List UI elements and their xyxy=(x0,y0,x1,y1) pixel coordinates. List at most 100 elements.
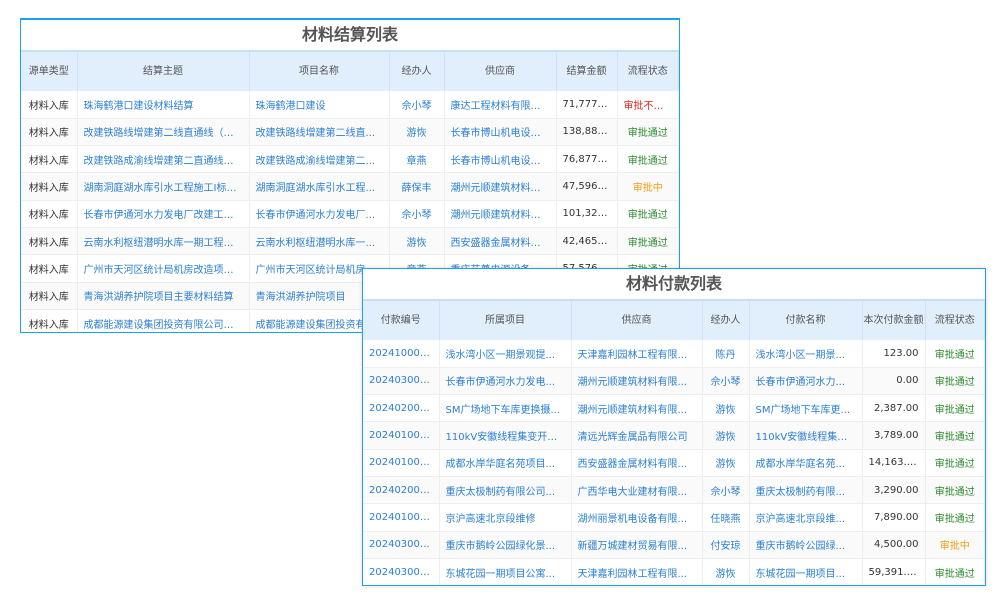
table-cell[interactable]: 重庆太极制药有限公司... xyxy=(439,476,572,505)
table-cell[interactable]: 游恢 xyxy=(389,118,445,147)
table-cell[interactable]: 湖南洞庭湖水库引水工程施工Ⅰ标材... xyxy=(77,172,250,201)
table-cell[interactable]: 成都水岸华庭名苑... xyxy=(749,449,863,477)
table-cell[interactable]: 长春市博山机电设备... xyxy=(444,118,557,147)
table-cell[interactable]: 陈丹 xyxy=(702,340,750,368)
table-cell[interactable]: 改建铁路线增建第二线直... xyxy=(249,118,390,147)
column-header[interactable]: 流程状态 xyxy=(925,301,985,340)
table-cell[interactable]: 潮州元顺建筑材料有... xyxy=(444,172,557,201)
column-header[interactable]: 经办人 xyxy=(702,301,750,340)
table-cell[interactable]: 佘小琴 xyxy=(702,367,750,396)
table-cell[interactable]: 新疆万城建材贸易有限... xyxy=(571,531,703,559)
table-cell[interactable]: 清远光辉金属品有限公司 xyxy=(571,421,703,450)
table-cell[interactable]: 110kV安徽线程集变开断... xyxy=(439,421,572,450)
table-cell[interactable]: 天津嘉利园林工程有限... xyxy=(571,340,703,368)
table-row[interactable]: 材料入库 长春市伊通河水力发电厂改建工程... 长春市伊通河水力发电厂... 佘小琴潮… xyxy=(21,200,679,228)
table-cell[interactable]: 长春市伊通河水力... xyxy=(749,367,863,396)
column-header[interactable]: 供应商 xyxy=(571,301,703,340)
table-cell[interactable]: 珠海鹤港口建设材料结算 xyxy=(77,91,250,119)
table-cell[interactable]: 云南水利枢纽潜明水库一... xyxy=(249,227,390,256)
table-row[interactable]: 材料入库 云南水利枢纽潜明水库一期工程施... 云南水利枢纽潜明水库一... 游恢 西安… xyxy=(21,227,679,256)
table-cell[interactable]: 广州市天河区统计局机房改造项目... xyxy=(77,254,250,283)
table-cell[interactable]: 2024030005 xyxy=(363,531,440,559)
table-cell[interactable]: 2024010009 xyxy=(363,449,440,477)
column-header[interactable]: 付款编号 xyxy=(363,301,440,340)
table-cell[interactable]: 2024020011 xyxy=(363,476,440,505)
table-cell[interactable]: 2024010008 xyxy=(363,503,440,532)
column-header[interactable]: 经办人 xyxy=(389,52,445,91)
table-cell[interactable]: 云南水利枢纽潜明水库一期工程施... xyxy=(77,227,250,256)
table-cell[interactable]: 长春市伊通河水力发电... xyxy=(439,367,572,396)
table-cell[interactable]: 改建铁路线增建第二线直通线（成... xyxy=(77,118,250,147)
table-cell[interactable]: 东城花园一期项目公寓... xyxy=(439,558,572,585)
table-cell[interactable]: 潮州元顺建筑材料有限... xyxy=(571,367,703,396)
table-cell[interactable]: 成都能源建设集团投资有限公司临... xyxy=(77,309,250,332)
table-cell[interactable]: 浅水湾小区一期景... xyxy=(749,340,863,368)
table-row[interactable]: 2024030005 重庆市鹅岭公园绿化景... 新疆万城建材贸易有限... 付安琼重… xyxy=(363,531,985,559)
table-cell[interactable]: 游恢 xyxy=(702,421,750,450)
table-cell[interactable]: 潮州元顺建筑材料有... xyxy=(444,200,557,228)
table-cell[interactable]: 2024030006 xyxy=(363,558,440,585)
column-header[interactable]: 付款名称 xyxy=(749,301,863,340)
column-header[interactable]: 源单类型 xyxy=(21,52,78,91)
table-cell[interactable]: 京沪高速北京段维修 xyxy=(439,503,572,532)
table-cell[interactable]: 长春市伊通河水力发电厂... xyxy=(249,200,390,228)
table-cell[interactable]: 游恢 xyxy=(702,394,750,423)
table-row[interactable]: 2024010009 成都水岸华庭名苑项目... 西安盛器金属材料有限... 游恢 成都… xyxy=(363,449,985,477)
column-header[interactable]: 本次付款金额 xyxy=(862,301,926,340)
table-cell[interactable]: 章燕 xyxy=(389,145,445,174)
table-cell[interactable]: 佘小琴 xyxy=(389,91,445,119)
table-cell[interactable]: 重庆市鹅岭公园绿化景... xyxy=(439,531,572,559)
table-cell[interactable]: 佘小琴 xyxy=(389,200,445,228)
table-cell[interactable]: 2024100001 xyxy=(363,340,440,368)
table-cell[interactable]: 改建铁路成渝线增建第二... xyxy=(249,145,390,174)
table-cell[interactable]: 任晓燕 xyxy=(702,503,750,532)
table-cell[interactable]: 京沪高速北京段维... xyxy=(749,503,863,532)
table-cell[interactable]: 佘小琴 xyxy=(702,476,750,505)
table-row[interactable]: 材料入库 改建铁路线增建第二线直通线（成... 改建铁路线增建第二线直... 游恢 长春… xyxy=(21,118,679,147)
column-header[interactable]: 项目名称 xyxy=(249,52,390,91)
column-header[interactable]: 流程状态 xyxy=(617,52,679,91)
table-cell[interactable]: 重庆太极制药有限... xyxy=(749,476,863,505)
table-cell[interactable]: 2024030007 xyxy=(363,367,440,396)
table-cell[interactable]: 长春市博山机电设备... xyxy=(444,145,557,174)
table-cell[interactable]: SM广场地下车库更换摄... xyxy=(439,394,572,423)
table-cell[interactable]: 湖南洞庭湖水库引水工程... xyxy=(249,172,390,201)
table-row[interactable]: 材料入库 珠海鹤港口建设材料结算 珠海鹤港口建设 佘小琴 康达工程材料有限公司 71,77… xyxy=(21,91,679,119)
table-cell[interactable]: 康达工程材料有限公司 xyxy=(444,91,557,119)
table-cell[interactable]: 2024010010 xyxy=(363,421,440,450)
table-cell[interactable]: 珠海鹤港口建设 xyxy=(249,91,390,119)
table-cell[interactable]: 游恢 xyxy=(702,449,750,477)
table-cell[interactable]: 西安盛器金属材料有... xyxy=(444,227,557,256)
table-cell[interactable]: 改建铁路成渝线增建第二直通线（... xyxy=(77,145,250,174)
column-header[interactable]: 结算主题 xyxy=(77,52,250,91)
table-cell[interactable]: 青海洪湖养护院项目主要材料结算 xyxy=(77,282,250,310)
table-cell[interactable]: 广西华电大业建材有限... xyxy=(571,476,703,505)
table-cell[interactable]: 游恢 xyxy=(702,558,750,585)
column-header[interactable]: 所属项目 xyxy=(439,301,572,340)
table-cell[interactable]: 薛保丰 xyxy=(389,172,445,201)
table-cell[interactable]: 付安琼 xyxy=(702,531,750,559)
table-row[interactable]: 2024030007 长春市伊通河水力发电... 潮州元顺建筑材料有限... 佘小琴长… xyxy=(363,367,985,396)
table-row[interactable]: 材料入库 湖南洞庭湖水库引水工程施工Ⅰ标材... 湖南洞庭湖水库引水工程... 薛保丰… xyxy=(21,172,679,201)
table-row[interactable]: 2024010010 110kV安徽线程集变开断... 清远光辉金属品有限公司 游恢 1… xyxy=(363,421,985,450)
table-row[interactable]: 2024030006 东城花园一期项目公寓... 天津嘉利园林工程有限... 游恢 东城… xyxy=(363,558,985,585)
column-header[interactable]: 结算金额 xyxy=(556,52,618,91)
table-cell[interactable]: 西安盛器金属材料有限... xyxy=(571,449,703,477)
table-row[interactable]: 2024020012 SM广场地下车库更换摄... 潮州元顺建筑材料有限... 游恢 S… xyxy=(363,394,985,423)
table-cell[interactable]: 长春市伊通河水力发电厂改建工程... xyxy=(77,200,250,228)
column-header[interactable]: 供应商 xyxy=(444,52,557,91)
table-cell[interactable]: 游恢 xyxy=(389,227,445,256)
table-row[interactable]: 2024100001 浅水湾小区一期景观提... 天津嘉利园林工程有限... 陈丹 浅水… xyxy=(363,340,985,368)
table-cell[interactable]: 天津嘉利园林工程有限... xyxy=(571,558,703,585)
table-row[interactable]: 材料入库 改建铁路成渝线增建第二直通线（... 改建铁路成渝线增建第二... 章燕 长春… xyxy=(21,145,679,174)
table-cell[interactable]: 成都水岸华庭名苑项目... xyxy=(439,449,572,477)
table-cell[interactable]: 东城花园一期项目... xyxy=(749,558,863,585)
table-cell[interactable]: 湖州丽景机电设备有限... xyxy=(571,503,703,532)
table-row[interactable]: 2024020011 重庆太极制药有限公司... 广西华电大业建材有限... 佘小琴重… xyxy=(363,476,985,505)
table-cell[interactable]: 110kV安徽线程集变... xyxy=(749,421,863,450)
table-cell[interactable]: 浅水湾小区一期景观提... xyxy=(439,340,572,368)
table-row[interactable]: 2024010008 京沪高速北京段维修 湖州丽景机电设备有限... 任晓燕 京沪高速北… xyxy=(363,503,985,532)
table-cell[interactable]: 潮州元顺建筑材料有限... xyxy=(571,394,703,423)
table-cell[interactable]: 2024020012 xyxy=(363,394,440,423)
table-cell[interactable]: SM广场地下车库更... xyxy=(749,394,863,423)
